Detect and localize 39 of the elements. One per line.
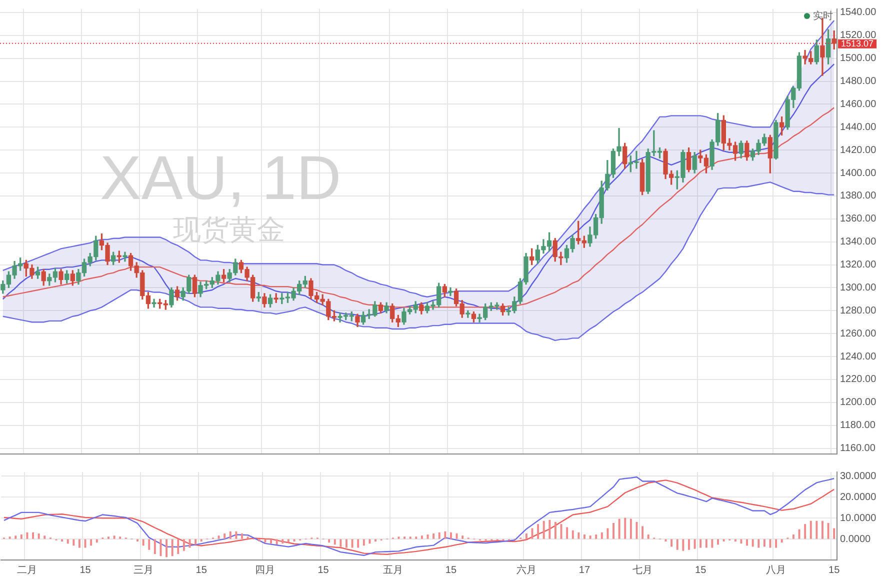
x-tick-label: 15 xyxy=(695,564,707,576)
y-tick-label: 1360.00 xyxy=(840,214,877,225)
y-tick-label: 1380.00 xyxy=(840,190,877,202)
y-tick-label: 1480.00 xyxy=(840,76,877,88)
y-tick-label: 1300.00 xyxy=(840,282,877,294)
y-tick-label: 1500.00 xyxy=(840,53,877,64)
y-tick-label: 1260.00 xyxy=(840,328,877,340)
y-tick-label: 1440.00 xyxy=(840,122,877,133)
x-tick-label: 15 xyxy=(828,564,840,576)
y-tick-label: 10.0000 xyxy=(840,512,877,524)
x-tick-label: 八月 xyxy=(766,564,786,576)
y-tick-label: 1160.00 xyxy=(840,443,876,454)
x-tick-label: 15 xyxy=(445,564,457,576)
x-tick-label: 五月 xyxy=(382,564,403,576)
y-tick-label: 1180.00 xyxy=(840,420,876,432)
y-tick-label: 30.0000 xyxy=(840,470,877,482)
annotation: 实时 xyxy=(813,10,833,22)
ref-line-label: 1513.07 xyxy=(841,38,874,48)
y-tick-label: 1340.00 xyxy=(840,236,877,248)
y-tick-label: 20.0000 xyxy=(840,492,877,503)
y-tick-label: 1220.00 xyxy=(840,374,877,386)
y-tick-label: 1200.00 xyxy=(840,397,877,408)
x-tick-label: 六月 xyxy=(516,564,536,576)
x-tick-label: 15 xyxy=(196,564,208,576)
y-tick-label: 1280.00 xyxy=(840,305,877,316)
x-tick-label: 17 xyxy=(578,564,590,576)
x-tick-label: 15 xyxy=(318,564,330,576)
x-tick-label: 三月 xyxy=(133,564,154,576)
x-tick-label: 二月 xyxy=(17,564,38,576)
x-tick-label: 七月 xyxy=(632,564,653,576)
y-tick-label: 1320.00 xyxy=(840,260,877,271)
y-tick-label: 1240.00 xyxy=(840,351,877,362)
y-tick-label: 1540.00 xyxy=(840,7,877,18)
y-tick-label: 1420.00 xyxy=(840,144,877,156)
y-tick-label: 1400.00 xyxy=(840,168,877,179)
y-tick-label: 1460.00 xyxy=(840,98,877,110)
y-tick-label: 0.0000 xyxy=(840,534,872,545)
x-tick-label: 四月 xyxy=(255,564,276,576)
x-tick-label: 15 xyxy=(80,564,92,576)
